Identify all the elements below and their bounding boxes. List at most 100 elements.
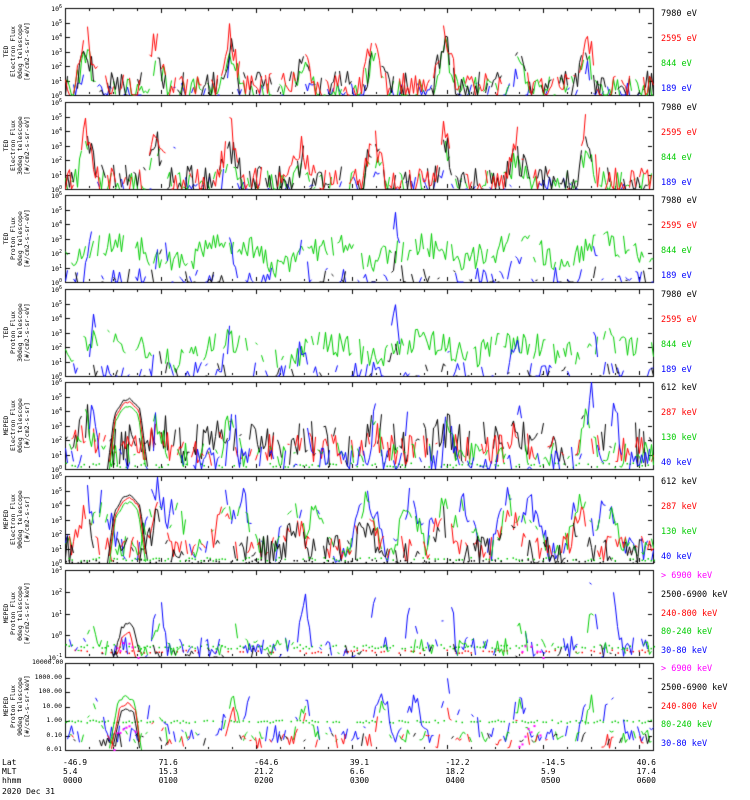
y-tick-label: 104 [51,33,62,43]
mlt-row-header: MLT [2,767,17,776]
y-tick-label: 100 [51,631,62,641]
y-tick-label: 104 [51,127,62,137]
mlt-value: 15.3 [158,767,178,776]
y-tick-label: 103 [51,234,62,244]
panel-axis-title-line: [#/cm2-s-sr-keV] [23,675,31,738]
panel-axis-title: MEPED Electron Flux 90deg telescope [#/cm2-… [2,476,31,563]
y-tick-label: 100.00 [38,687,62,695]
panel-axis-title-line: [#/cm2-s-sr-eV] [23,116,31,175]
y-tick-label: 102 [51,587,62,597]
y-tick-label: 105 [51,299,62,309]
legend-energy-label: 80-240 keV [661,720,713,731]
legend-energy-label: 130 keV [661,527,697,537]
y-tick-label: 1000.00 [34,672,62,681]
y-tick-label: 101 [51,450,62,460]
mlt-value: 5.4 [63,767,78,776]
date-label: 2020 Dec 31 [2,787,55,796]
y-tick-label: 101 [51,544,62,554]
panel-axis-title: TED Proton Flux 30deg telescope [#/cm2-s-sr… [2,289,31,376]
mlt-value: 5.9 [541,767,556,776]
hhmm-value: 0500 [541,776,561,785]
y-tick-label: 0.10 [46,730,62,739]
y-tick-label: 102 [51,343,62,353]
legend-energy-label: 40 keV [661,458,692,468]
hhmm-value: 0000 [63,776,83,785]
y-tick-label: 10000.00 [32,658,64,666]
legend-energy-label: 844 eV [661,59,692,69]
legend-energy-label: 287 keV [661,408,697,418]
lat-row-header: Lat [2,758,17,767]
y-tick-label: 102 [51,249,62,259]
legend-energy-label: 612 keV [661,477,697,487]
y-tick-label: 101 [51,170,62,180]
lat-value: 40.6 [636,758,656,767]
y-tick-label: 1.00 [46,716,62,724]
y-tick-label: 100 [51,278,62,288]
y-tick-label: 102 [51,436,62,446]
legend-energy-label: 40 keV [661,552,692,562]
y-tick-label: 10.00 [42,701,62,710]
y-tick-label: 103 [51,328,62,338]
panel-axis-title-line: [#/cm2-s-sr-keV] [23,582,31,645]
panel-axis-title: MEPED Proton Flux 90deg telescope [#/cm2-s-… [2,663,31,750]
y-tick-label: 102 [51,156,62,166]
y-tick-label: 100 [51,372,62,382]
y-tick-label: 103 [51,141,62,151]
legend-energy-label: 2595 eV [661,315,697,325]
y-tick-label: 101 [51,263,62,273]
y-tick-label: 105 [51,18,62,28]
legend-energy-label: 30-80 keV [661,739,708,749]
y-tick-label: 101 [51,609,62,619]
legend-energy-label: 2595 eV [661,221,697,231]
mlt-value: 17.4 [636,767,656,776]
legend-energy-label: 189 eV [661,271,692,281]
legend-energy-label: 189 eV [661,84,692,94]
panel-axis-title-line: [#/cm2-s-sr] [23,496,31,543]
y-tick-label: 106 [51,285,62,295]
panel-axis-title: MEPED Proton Flux 0deg telescope [#/cm2-s-s… [2,570,31,657]
y-tick-label: 104 [51,407,62,417]
legend-energy-label: 240-800 keV [661,608,718,619]
y-tick-label: 105 [51,486,62,496]
hhmm-value: 0200 [254,776,274,785]
lat-value: 39.1 [349,758,370,767]
legend-energy-label: 2595 eV [661,128,697,138]
legend-energy-label: 844 eV [661,340,692,350]
y-tick-label: 100 [51,185,62,195]
lat-value: -46.9 [63,758,88,767]
y-tick-label: 102 [51,530,62,540]
y-tick-label: 100 [51,559,62,569]
y-tick-label: 103 [51,47,62,57]
legend-energy-label: 2500-6900 keV [661,682,728,693]
y-tick-label: 106 [51,98,62,108]
legend-energy-label: 130 keV [661,433,697,443]
y-tick-label: 101 [51,357,62,367]
panel-axis-title-line: [#/cm2-s-sr-eV] [23,303,31,362]
legend-energy-label: > 6900 keV [661,664,713,674]
y-tick-label: 104 [51,501,62,511]
hhmm-value: 0300 [349,776,370,785]
panel-axis-title-line: [#/cm2-s-sr] [23,402,31,449]
legend-energy-label: 80-240 keV [661,627,713,638]
y-tick-label: 106 [51,472,62,482]
y-tick-label: 103 [51,421,62,431]
y-tick-label: 104 [51,220,62,230]
y-tick-label: 101 [51,76,62,86]
hhmm-value: 0400 [445,776,465,785]
y-tick-label: 102 [51,62,62,72]
legend-energy-label: 2500-6900 keV [661,589,728,600]
legend-energy-label: 7980 eV [661,103,697,113]
legend-energy-label: 7980 eV [661,290,697,300]
y-tick-label: 106 [51,191,62,201]
legend-energy-label: 287 keV [661,502,697,512]
panel-axis-title: TED Electron Flux 0deg telescope [#/cm2-s-s… [2,8,31,95]
mlt-value: 21.2 [254,767,274,776]
lat-value: -14.5 [541,758,566,767]
panel-axis-title: MEPED Electron Flux 0deg telescope [#/cm2-s… [2,382,31,469]
legend-energy-label: 240-800 keV [661,701,718,712]
y-tick-label: 106 [51,4,62,14]
panel-axis-title: TED Proton Flux 0deg telescope [#/cm2-s-sr-… [2,195,31,282]
mlt-value: 18.2 [445,767,465,776]
